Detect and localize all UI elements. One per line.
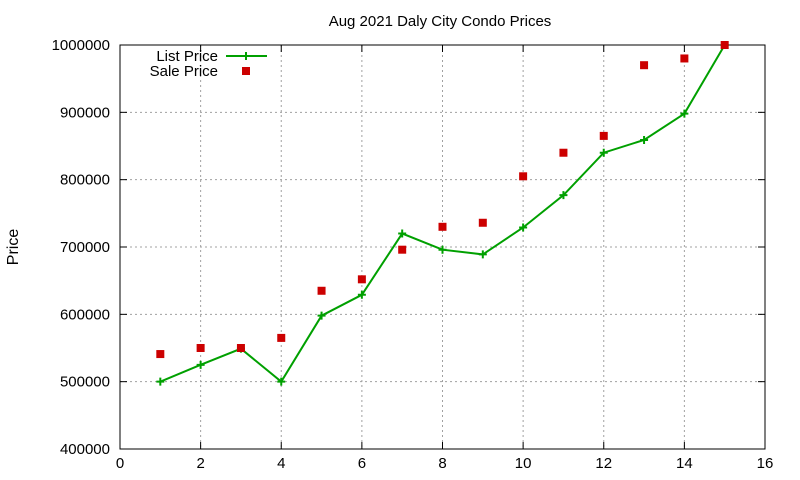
x-tick-label: 14 (676, 455, 693, 472)
data-point (357, 275, 366, 284)
data-point (599, 148, 608, 157)
data-point (720, 41, 729, 49)
y-tick-label: 400000 (60, 441, 110, 458)
y-tick-label: 700000 (60, 239, 110, 256)
x-tick-label: 2 (196, 455, 204, 472)
data-point (438, 222, 447, 231)
y-tick-label: 1000000 (52, 37, 110, 54)
legend-label: List Price (156, 48, 218, 65)
data-point (680, 54, 689, 63)
data-point (559, 148, 568, 157)
x-tick-label: 4 (277, 455, 285, 472)
data-point (196, 344, 205, 352)
data-point (317, 286, 326, 295)
x-tick-label: 8 (438, 455, 446, 472)
data-point (438, 245, 447, 254)
data-point (398, 245, 407, 254)
data-point (680, 109, 689, 118)
data-point (478, 218, 487, 227)
data-point (599, 131, 608, 140)
data-point (156, 350, 165, 359)
data-point (640, 135, 649, 144)
y-axis-label: Price (5, 229, 22, 266)
series-layer (156, 41, 729, 386)
data-point (559, 191, 568, 200)
legend-label: Sale Price (150, 63, 218, 80)
y-tick-label: 800000 (60, 172, 110, 189)
chart-title: Aug 2021 Daly City Condo Prices (329, 13, 552, 30)
series-0 (156, 41, 729, 386)
data-point (357, 290, 366, 299)
x-tick-label: 0 (116, 455, 124, 472)
x-tick-label: 12 (595, 455, 612, 472)
x-tick-label: 6 (358, 455, 366, 472)
data-point (236, 344, 245, 352)
axis-ticks (119, 44, 766, 450)
y-tick-label: 900000 (60, 104, 110, 121)
data-point (196, 360, 205, 369)
legend-marker (242, 52, 250, 60)
data-point (478, 250, 487, 259)
data-point (277, 377, 286, 386)
data-point (398, 229, 407, 238)
legend-marker (242, 67, 250, 75)
data-point (640, 61, 649, 70)
y-tick-labels: 400000 500000 600000 700000 800000 900000 1000… (52, 37, 110, 458)
data-point (277, 333, 286, 342)
data-point (519, 223, 528, 232)
data-point (156, 377, 165, 386)
x-tick-label: 16 (757, 455, 774, 472)
x-tick-label: 10 (515, 455, 532, 472)
y-tick-label: 600000 (60, 306, 110, 323)
x-tick-labels: 0 2 4 6 8 10 12 14 16 (116, 455, 774, 472)
data-point (519, 172, 528, 181)
series-1 (156, 41, 729, 359)
y-tick-label: 500000 (60, 374, 110, 391)
data-point (317, 311, 326, 320)
